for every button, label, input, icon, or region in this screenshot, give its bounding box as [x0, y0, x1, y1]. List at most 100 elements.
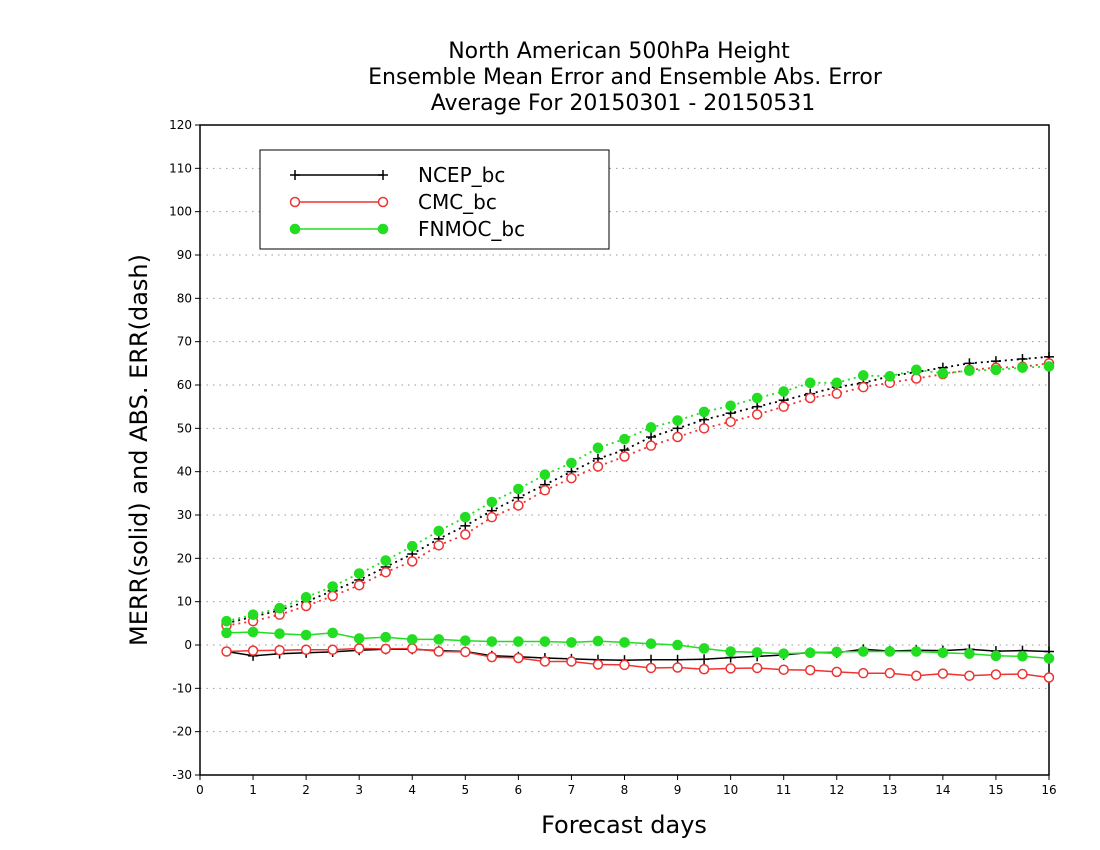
x-tick-label: 12: [829, 783, 844, 797]
x-tick-label: 11: [776, 783, 791, 797]
data-point-cmc-bc-merr: [327, 644, 338, 656]
data-point-fnmoc-bc-merr: [566, 637, 577, 648]
data-point-fnmoc-bc-merr: [911, 646, 922, 657]
data-point-fnmoc-bc-merr: [857, 646, 869, 657]
y-tick-label: 0: [184, 638, 192, 652]
data-point-cmc-bc-abs-err: [380, 566, 391, 578]
data-point-cmc-bc-merr: [725, 663, 736, 674]
legend-label-ncep-bc: NCEP_bc: [418, 163, 505, 187]
data-point-cmc-bc-merr: [221, 646, 232, 657]
data-point-cmc-bc-merr: [884, 667, 896, 679]
data-point-cmc-bc-abs-err: [327, 590, 338, 602]
data-point-fnmoc-bc-merr: [725, 646, 736, 657]
data-point-cmc-bc-merr: [964, 670, 975, 682]
data-point-cmc-bc-merr: [1017, 668, 1028, 680]
data-point-cmc-bc-merr: [698, 664, 710, 675]
data-point-cmc-bc-merr: [937, 668, 949, 679]
y-tick-label: 30: [177, 508, 192, 522]
data-point-cmc-bc-merr: [751, 662, 763, 674]
data-point-cmc-bc-merr: [592, 659, 604, 670]
data-point-cmc-bc-merr: [619, 659, 630, 671]
data-point-cmc-bc-abs-err: [513, 500, 524, 511]
data-point-fnmoc-bc-abs-err: [539, 469, 551, 481]
data-point-fnmoc-bc-abs-err: [300, 592, 312, 603]
data-point-cmc-bc-merr: [460, 646, 471, 658]
data-point-fnmoc-bc-merr: [778, 648, 789, 659]
data-point-fnmoc-bc-merr: [698, 643, 710, 654]
data-point-fnmoc-bc-abs-err: [672, 415, 683, 426]
y-tick-label: 40: [177, 465, 192, 479]
data-point-cmc-bc-merr: [804, 664, 816, 676]
legend: NCEP_bc CMC_bc FNMOC_bc: [259, 149, 610, 250]
data-point-fnmoc-bc-abs-err: [592, 442, 604, 454]
x-tick-label: 13: [882, 783, 897, 797]
data-point-cmc-bc-merr: [247, 645, 259, 656]
data-point-cmc-bc-abs-err: [619, 451, 630, 462]
data-point-cmc-bc-merr: [539, 656, 551, 667]
legend-marker-cmc-bc: [289, 196, 301, 208]
series-line-ncep-bc-merr: [226, 648, 1050, 661]
legend-marker-cmc-bc: [377, 196, 389, 208]
data-point-cmc-bc-merr: [380, 643, 391, 655]
data-point-cmc-bc-merr: [300, 644, 312, 656]
legend-marker-ncep-bc: [290, 170, 300, 180]
data-point-fnmoc-bc-merr: [990, 650, 1002, 662]
y-tick-label: 120: [169, 118, 192, 132]
data-point-cmc-bc-merr: [407, 643, 418, 654]
y-tick-label: 110: [169, 161, 192, 175]
data-point-fnmoc-bc-abs-err: [725, 400, 736, 412]
x-tick-label: 9: [674, 783, 682, 797]
data-point-fnmoc-bc-abs-err: [353, 568, 365, 579]
data-point-fnmoc-bc-abs-err: [619, 433, 630, 445]
data-point-fnmoc-bc-merr: [539, 636, 551, 647]
x-tick-label: 7: [568, 783, 576, 797]
x-tick-label: 5: [461, 783, 469, 797]
y-tick-label: 70: [177, 335, 192, 349]
series-line-ncep-bc-abs-err: [226, 355, 1050, 625]
data-point-fnmoc-bc-abs-err: [1017, 362, 1028, 373]
y-tick-label: 60: [177, 378, 192, 392]
data-point-fnmoc-bc-abs-err: [460, 511, 471, 523]
data-point-cmc-bc-abs-err: [486, 511, 498, 523]
legend-marker-fnmoc-bc: [377, 223, 389, 235]
data-point-fnmoc-bc-abs-err: [990, 364, 1002, 376]
data-point-cmc-bc-abs-err: [725, 416, 736, 428]
data-point-cmc-bc-abs-err: [751, 409, 763, 420]
data-point-fnmoc-bc-merr: [1043, 653, 1055, 664]
y-tick-label: 100: [169, 205, 192, 219]
y-axis-label: MERR(solid) and ABS. ERR(dash): [125, 254, 153, 646]
legend-marker-ncep-bc: [378, 170, 388, 180]
data-point-fnmoc-bc-abs-err: [698, 406, 710, 418]
chart-title-line-1: North American 500hPa Height: [448, 39, 790, 64]
data-point-fnmoc-bc-merr: [831, 646, 843, 658]
series-line-cmc-bc-abs-err: [226, 362, 1050, 627]
data-point-fnmoc-bc-merr: [804, 647, 816, 659]
data-point-fnmoc-bc-abs-err: [566, 457, 577, 469]
y-tick-label: -10: [172, 681, 192, 695]
data-point-cmc-bc-abs-err: [539, 485, 551, 496]
series-line-fnmoc-bc-abs-err: [226, 365, 1050, 623]
data-point-cmc-bc-abs-err: [858, 381, 869, 393]
data-point-fnmoc-bc-abs-err: [857, 370, 869, 381]
data-point-fnmoc-bc-merr: [274, 628, 285, 640]
data-point-cmc-bc-merr: [778, 664, 789, 675]
data-point-fnmoc-bc-merr: [380, 631, 392, 643]
data-point-fnmoc-bc-abs-err: [486, 496, 498, 508]
x-axis-label: Forecast days: [541, 811, 707, 839]
data-point-cmc-bc-merr: [990, 669, 1002, 680]
plot-area: [221, 351, 1055, 683]
data-point-cmc-bc-merr: [566, 656, 577, 667]
data-point-fnmoc-bc-merr: [327, 627, 338, 639]
data-point-fnmoc-bc-abs-err: [380, 555, 392, 566]
legend-label-cmc-bc: CMC_bc: [418, 190, 497, 214]
data-point-cmc-bc-merr: [486, 651, 498, 663]
data-point-fnmoc-bc-merr: [964, 648, 975, 659]
data-point-fnmoc-bc-abs-err: [831, 377, 843, 389]
x-tick-label: 3: [355, 783, 363, 797]
data-point-cmc-bc-abs-err: [672, 431, 683, 443]
data-point-ncep-bc-merr: [699, 654, 710, 665]
data-point-cmc-bc-merr: [831, 666, 842, 678]
data-point-cmc-bc-abs-err: [433, 540, 445, 551]
data-point-fnmoc-bc-merr: [592, 635, 604, 647]
